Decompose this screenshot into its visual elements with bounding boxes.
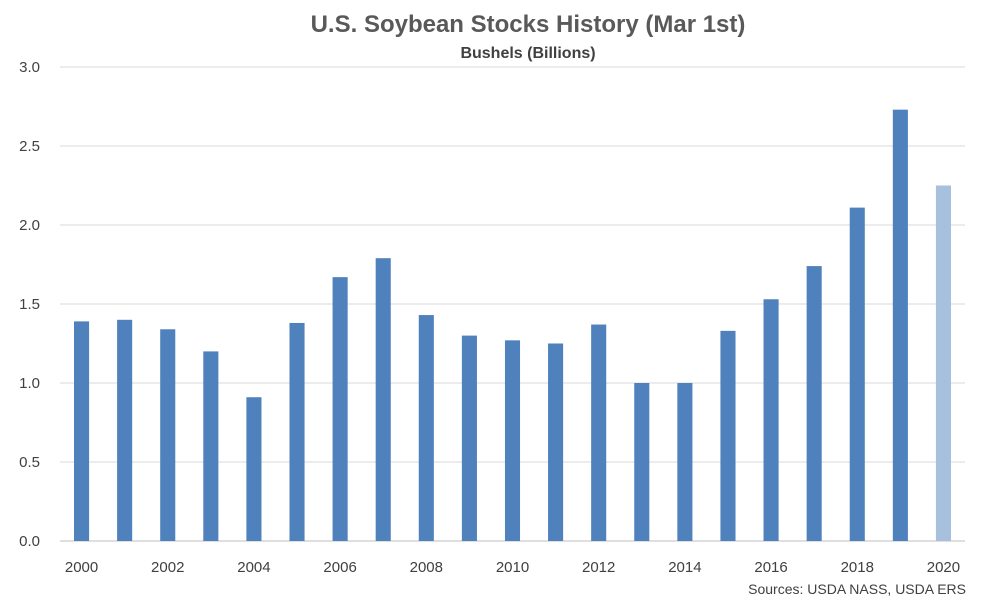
y-tick-label: 2.5 (19, 138, 40, 155)
x-tick-label: 2004 (237, 559, 270, 576)
x-tick-label: 2000 (65, 559, 98, 576)
x-tick-label: 2018 (841, 559, 874, 576)
bar-2002 (160, 329, 176, 541)
bar-2005 (289, 322, 305, 541)
bar-2006 (332, 277, 348, 541)
bar-2009 (461, 335, 477, 541)
y-tick-label: 2.0 (19, 217, 40, 234)
chart-subtitle: Bushels (Billions) (460, 45, 595, 62)
bar-2000 (74, 321, 90, 541)
bar-2014 (677, 383, 693, 541)
y-tick-label: 1.5 (19, 296, 40, 313)
bar-2020 (935, 185, 951, 541)
bar-2007 (375, 258, 391, 541)
bar-2001 (117, 319, 133, 541)
y-tick-label: 0.5 (19, 454, 40, 471)
y-tick-label: 0.0 (19, 533, 40, 550)
bar-2015 (720, 330, 736, 541)
x-tick-label: 2002 (151, 559, 184, 576)
bar-2019 (892, 109, 908, 541)
x-tick-label: 2010 (496, 559, 529, 576)
bar-2018 (849, 207, 865, 541)
y-tick-label: 1.0 (19, 375, 40, 392)
x-tick-label: 2014 (668, 559, 701, 576)
chart-title: U.S. Soybean Stocks History (Mar 1st) (311, 11, 746, 38)
x-axis-ticks: 2000 2002 2004 2006 2008 2010 2012 2014 2016 2018… (65, 559, 960, 576)
bar-2017 (806, 266, 822, 541)
bar-2013 (634, 383, 650, 541)
bar-2003 (203, 351, 219, 541)
bar-2012 (591, 324, 607, 541)
x-tick-label: 2006 (323, 559, 356, 576)
bar-2011 (548, 343, 564, 541)
x-tick-label: 2012 (582, 559, 615, 576)
x-tick-label: 2020 (927, 559, 960, 576)
bar-2004 (246, 397, 262, 541)
bars (74, 109, 951, 541)
x-tick-label: 2008 (410, 559, 443, 576)
bar-2016 (763, 299, 779, 541)
source-note: Sources: USDA NASS, USDA ERS (748, 581, 966, 597)
bar-2008 (418, 315, 434, 541)
bar-2010 (504, 340, 521, 541)
y-axis-ticks: 0.0 0.5 1.0 1.5 2.0 2.5 3.0 (19, 59, 40, 550)
y-tick-label: 3.0 (19, 59, 40, 76)
x-tick-label: 2016 (754, 559, 787, 576)
